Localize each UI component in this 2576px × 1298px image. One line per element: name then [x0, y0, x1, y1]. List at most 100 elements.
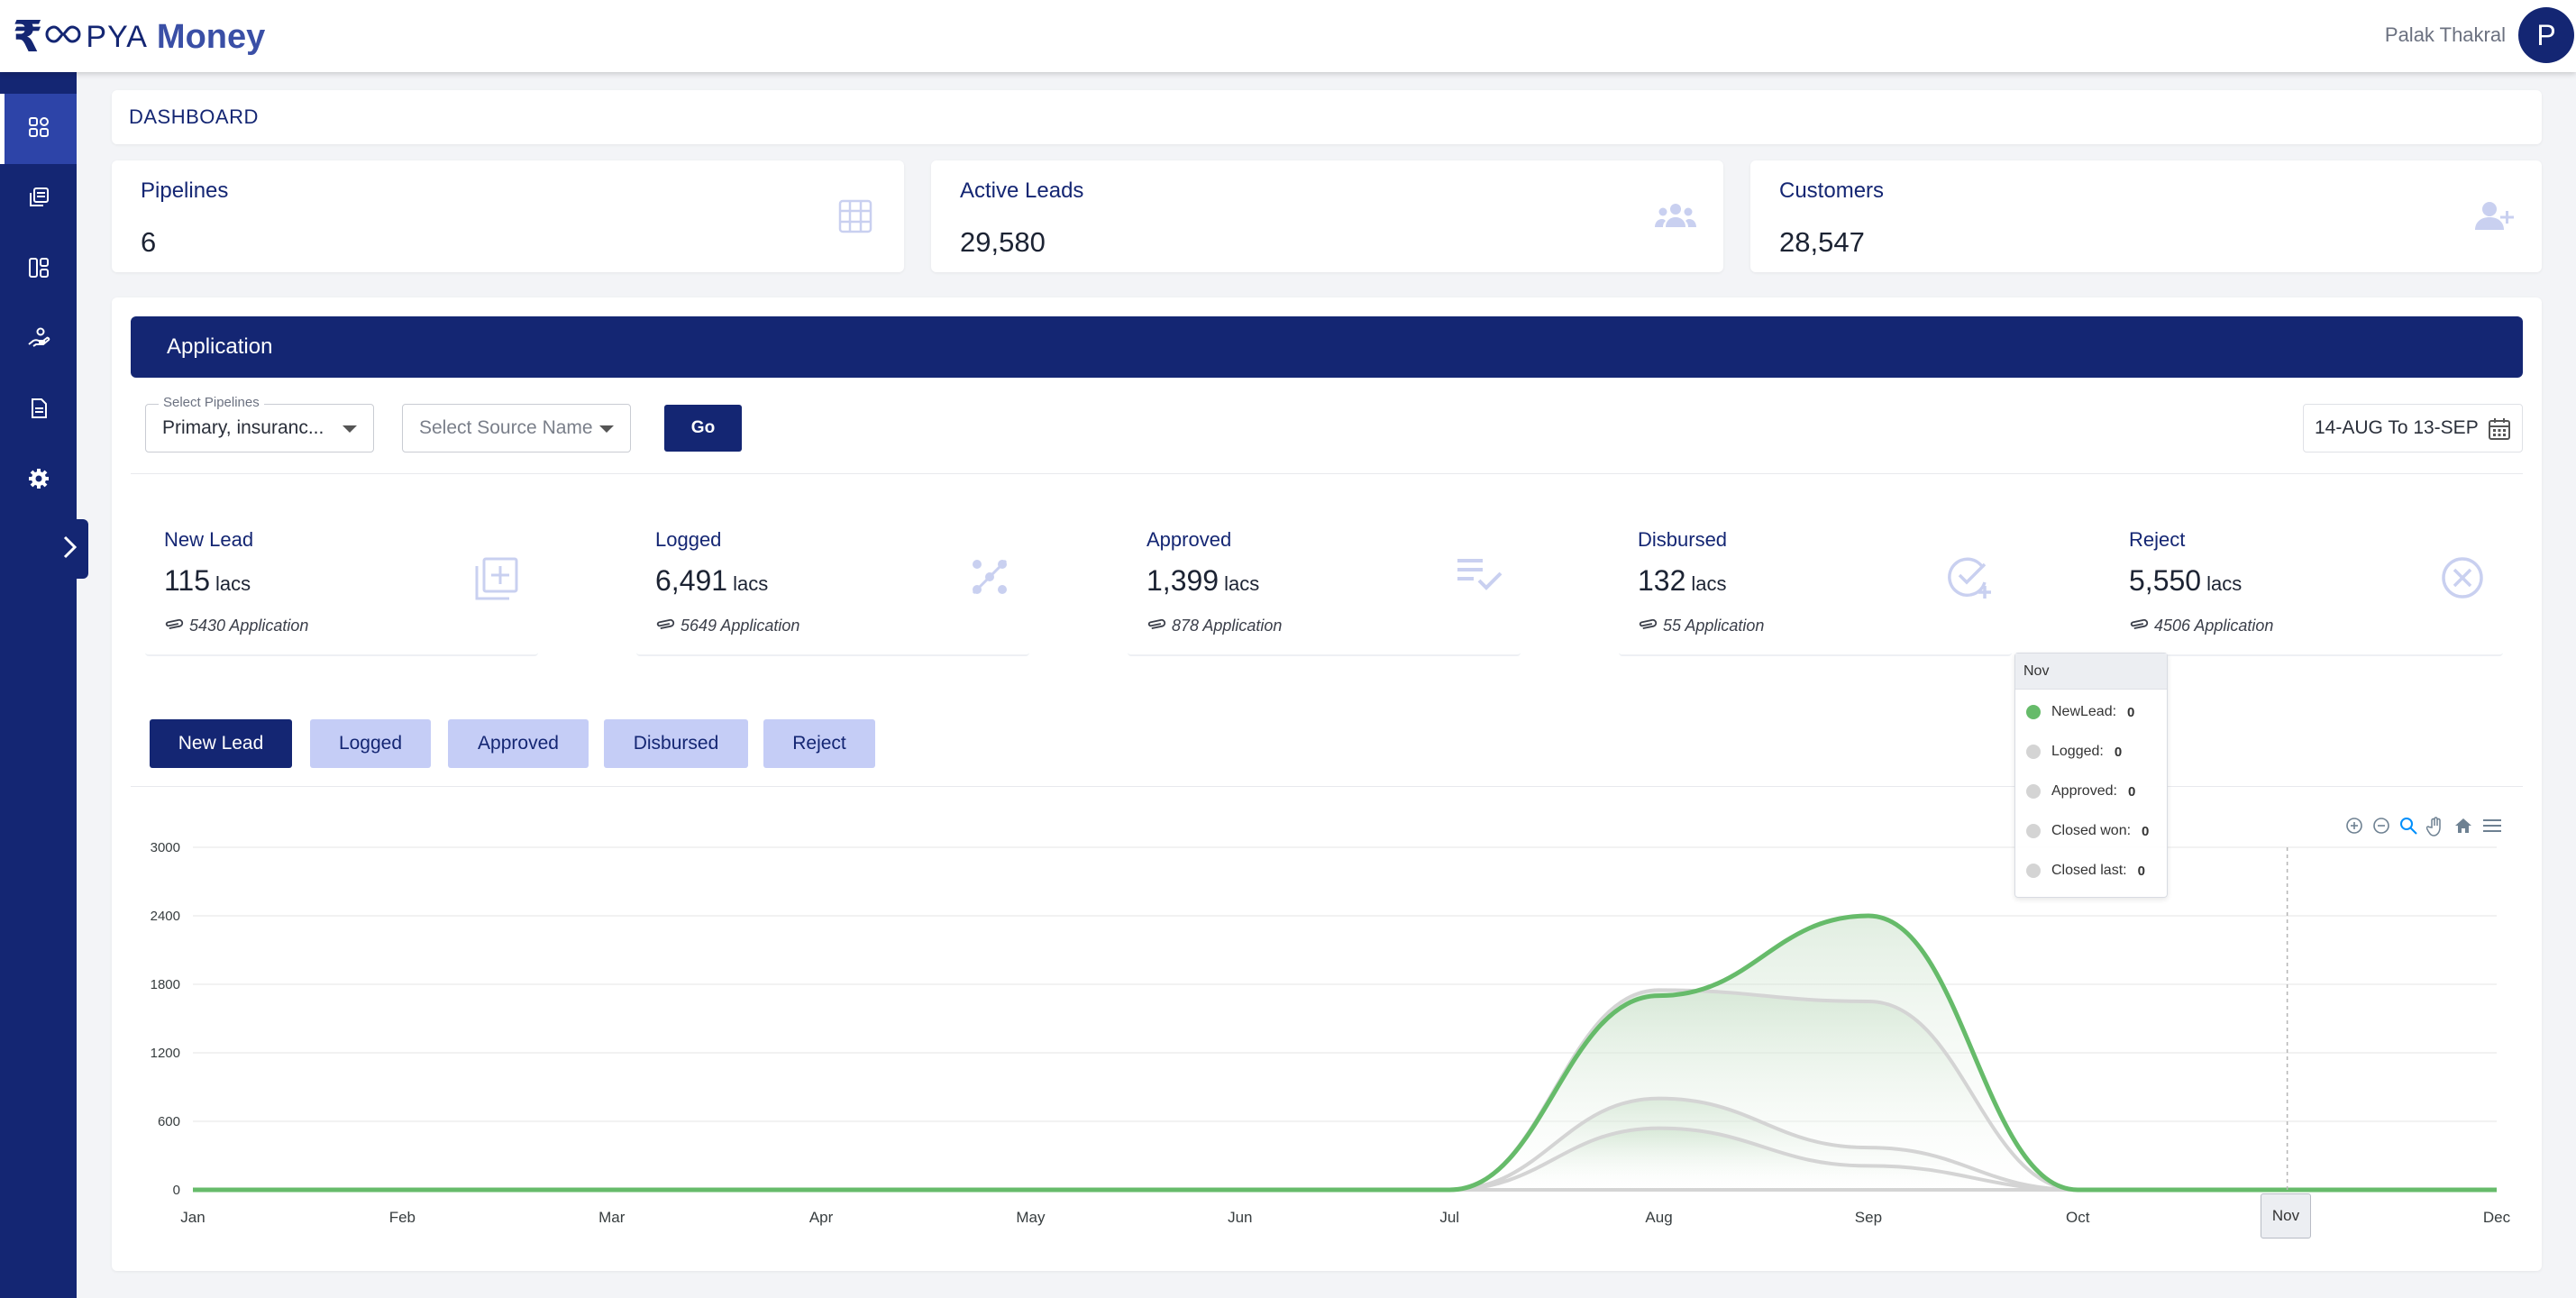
paperclip-icon — [2129, 617, 2149, 635]
app-logo[interactable]: ₹ PYA Money — [13, 14, 265, 59]
user-add-icon — [2471, 200, 2515, 235]
sidebar-item-loans[interactable] — [0, 305, 77, 375]
metric-card-new-lead: New Lead 115 lacs 5430 Application — [145, 501, 538, 656]
paperclip-icon — [1638, 617, 1658, 635]
application-title: Application — [167, 334, 273, 359]
user-name: Palak Thakral — [2384, 23, 2506, 46]
pipelines-select[interactable]: Select Pipelines Primary, insuranc... — [145, 395, 374, 452]
tab-new-lead[interactable]: New Lead — [150, 719, 292, 768]
metric-label: New Lead — [164, 528, 254, 551]
metric-card-logged: Logged 6,491 lacs 5649 Application — [636, 501, 1029, 656]
tab-approved[interactable]: Approved — [448, 719, 589, 768]
gear-icon — [27, 467, 50, 495]
hand-coin-icon — [27, 326, 50, 354]
logo-text-pya: PYA — [86, 19, 148, 54]
sidebar-item-dashboard[interactable] — [0, 94, 77, 164]
metric-applications: 878 Application — [1146, 617, 1282, 635]
pipelines-select-value: Primary, insuranc... — [162, 417, 324, 438]
metric-value: 5,550 lacs — [2129, 564, 2243, 597]
zoom-out-icon[interactable] — [2372, 817, 2390, 841]
sidebar-item-layout[interactable] — [0, 234, 77, 305]
tab-disbursed[interactable]: Disbursed — [604, 719, 748, 768]
metric-label: Reject — [2129, 528, 2186, 551]
users-group-icon — [1655, 202, 1696, 233]
sidebar-item-settings[interactable] — [0, 445, 77, 516]
close-circle-icon — [2440, 555, 2485, 605]
stat-label: Customers — [1779, 178, 1885, 203]
source-name-placeholder: Select Source Name — [419, 417, 593, 438]
stat-label: Pipelines — [141, 178, 229, 203]
avatar[interactable]: P — [2518, 7, 2574, 63]
layout-icon — [27, 256, 50, 284]
dashboard-grid-icon — [27, 115, 50, 143]
filter-bar: Select Pipelines Primary, insuranc... Se… — [112, 395, 2542, 467]
logo-infinity-icon — [44, 22, 82, 52]
logo-text-money: Money — [156, 17, 266, 56]
tab-logged[interactable]: Logged — [310, 719, 431, 768]
pipelines-select-label: Select Pipelines — [159, 395, 264, 410]
x-axis-highlight-label: Nov — [2261, 1193, 2311, 1239]
metric-card-disbursed: Disbursed 132 lacs 55 Application — [1619, 501, 2012, 656]
tooltip-row: NewLead: 0 — [2026, 704, 2134, 720]
paperclip-icon — [655, 617, 675, 635]
sidebar — [0, 72, 77, 1298]
tooltip-title: Nov — [2015, 654, 2167, 690]
zoom-in-icon[interactable] — [2345, 817, 2363, 841]
sidebar-item-copy[interactable] — [0, 164, 77, 234]
tooltip-row: Closed won: 0 — [2026, 823, 2149, 839]
calendar-icon — [2489, 418, 2510, 440]
grid-table-icon — [837, 198, 873, 239]
stat-value: 6 — [141, 226, 157, 258]
document-icon — [27, 397, 50, 425]
chevron-right-icon — [59, 534, 79, 565]
application-header: Application — [131, 316, 2523, 378]
metric-card-reject: Reject 5,550 lacs 4506 Application — [2110, 501, 2503, 656]
stat-value: 28,547 — [1779, 226, 1865, 258]
sidebar-toggle-button[interactable] — [50, 519, 88, 579]
menu-icon[interactable] — [2482, 817, 2502, 841]
metric-label: Approved — [1146, 528, 1232, 551]
metric-card-approved: Approved 1,399 lacs 878 Application — [1128, 501, 1521, 656]
date-range-value: 14-AUG To 13-SEP — [2315, 417, 2479, 438]
breadcrumb: DASHBOARD — [112, 90, 2542, 144]
legend-dot — [2026, 784, 2041, 799]
stat-value: 29,580 — [960, 226, 1046, 258]
legend-dot — [2026, 705, 2041, 719]
metric-applications: 5649 Application — [655, 617, 799, 635]
stat-card-pipelines: Pipelines 6 — [112, 160, 904, 272]
page-title: DASHBOARD — [129, 105, 259, 128]
legend-dot — [2026, 864, 2041, 878]
date-range-picker[interactable]: 14-AUG To 13-SEP — [2303, 404, 2523, 452]
paperclip-icon — [164, 617, 184, 635]
copy-icon — [27, 186, 50, 214]
go-button[interactable]: Go — [664, 405, 742, 452]
metric-applications: 5430 Application — [164, 617, 308, 635]
chart-tooltip: Nov NewLead: 0 Logged: 0 Approved: 0 Closed… — [2014, 653, 2168, 898]
divider — [131, 473, 2523, 474]
metric-value: 1,399 lacs — [1146, 564, 1260, 597]
tooltip-row: Approved: 0 — [2026, 783, 2135, 800]
caret-down-icon — [343, 425, 357, 433]
top-bar: ₹ PYA Money Palak Thakral P — [0, 0, 2576, 72]
check-add-icon — [1947, 555, 1994, 605]
metric-value: 132 lacs — [1638, 564, 1727, 597]
tab-reject[interactable]: Reject — [763, 719, 875, 768]
source-name-select[interactable]: Select Source Name — [402, 404, 631, 452]
checklist-icon — [1456, 555, 1503, 596]
sidebar-item-documents[interactable] — [0, 375, 77, 445]
user-menu[interactable]: Palak Thakral P — [2385, 7, 2576, 63]
metric-applications: 55 Application — [1638, 617, 1764, 635]
home-reset-icon[interactable] — [2453, 817, 2473, 841]
pan-hand-icon[interactable] — [2425, 817, 2444, 841]
metric-value: 6,491 lacs — [655, 564, 769, 597]
paperclip-icon — [1146, 617, 1166, 635]
logo-rupee-mark: ₹ — [13, 12, 43, 62]
metric-label: Disbursed — [1638, 528, 1728, 551]
caret-down-icon — [599, 425, 614, 433]
selection-zoom-icon[interactable] — [2399, 817, 2417, 841]
metric-label: Logged — [655, 528, 722, 551]
chart-toolbar — [2345, 817, 2502, 841]
application-panel: Application Select Pipelines Primary, in… — [112, 297, 2542, 1271]
legend-dot — [2026, 745, 2041, 759]
metric-value: 115 lacs — [164, 564, 251, 597]
